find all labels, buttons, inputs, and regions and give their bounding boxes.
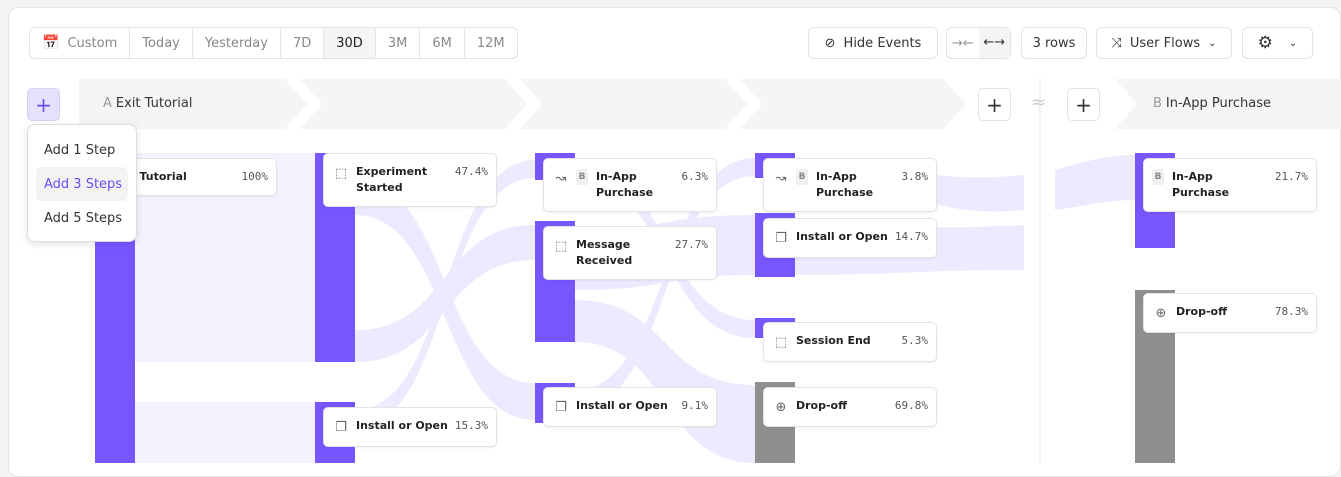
- node-session-end[interactable]: ⬚ Session End 5.3%: [763, 322, 937, 362]
- node-in-app-purchase[interactable]: ↝ B In-App Purchase 6.3%: [543, 158, 717, 212]
- add-step-button[interactable]: +: [1067, 88, 1100, 121]
- node-install-or-open[interactable]: ❐ Install or Open 15.3%: [323, 407, 497, 447]
- node-install-or-open[interactable]: ❐ Install or Open 9.1%: [543, 387, 717, 427]
- arrow-down-circle-icon: ⊕: [1155, 305, 1167, 321]
- cursor-click-icon: ⬚: [774, 334, 788, 350]
- date-today[interactable]: Today: [130, 28, 193, 58]
- step-header-a: [79, 79, 307, 129]
- compress-icon[interactable]: →←: [951, 35, 974, 51]
- chevron-down-icon: ⌄: [1288, 37, 1298, 49]
- date-range-selector: 📅 Custom Today Yesterday 7D 30D 3M 6M 12M: [29, 27, 518, 59]
- arrow-icon: ↝: [775, 170, 787, 186]
- arrow-down-circle-icon: ⊕: [775, 399, 787, 415]
- copy-icon: ❐: [335, 419, 347, 435]
- menu-item-add-5-steps[interactable]: Add 5 Steps: [44, 210, 123, 226]
- expand-icon[interactable]: ←→: [978, 28, 1010, 58]
- step-header-b: [1115, 79, 1341, 129]
- add-steps-before-button[interactable]: +: [27, 88, 60, 121]
- date-3m[interactable]: 3M: [376, 28, 421, 58]
- menu-item-add-1-step[interactable]: Add 1 Step: [44, 142, 116, 158]
- date-7d[interactable]: 7D: [281, 28, 325, 58]
- add-step-button[interactable]: +: [978, 88, 1011, 121]
- step-a-label[interactable]: A Exit Tutorial: [103, 96, 193, 111]
- view-selector[interactable]: ⤨ User Flows ⌄: [1096, 27, 1232, 59]
- layout-toggle: →← ←→: [946, 27, 1011, 59]
- node-in-app-purchase[interactable]: ↝ B In-App Purchase 3.8%: [763, 158, 937, 212]
- calendar-icon: 📅: [42, 35, 60, 51]
- settings-button[interactable]: ⚙ ⌄: [1242, 27, 1313, 59]
- copy-icon: ❐: [555, 399, 567, 415]
- date-12m[interactable]: 12M: [476, 35, 505, 51]
- copy-icon: ❐: [775, 230, 787, 246]
- cursor-click-icon: ⬚: [554, 238, 568, 254]
- node-drop-off[interactable]: ⊕ Drop-off 69.8%: [763, 387, 937, 427]
- date-6m[interactable]: 6M: [420, 28, 465, 58]
- cursor-click-icon: ⬚: [334, 165, 348, 181]
- flows-chart-icon: ⤨: [1111, 35, 1122, 51]
- date-custom[interactable]: 📅 Custom: [30, 28, 131, 58]
- date-30d[interactable]: 30D: [324, 28, 376, 58]
- node-message-received[interactable]: ⬚ Message Received 27.7%: [543, 226, 717, 280]
- date-yesterday[interactable]: Yesterday: [193, 28, 281, 58]
- node-experiment-started[interactable]: ⬚ Experiment Started 47.4%: [323, 153, 497, 207]
- add-steps-menu: Add 1 Step Add 3 Steps Add 5 Steps: [27, 124, 137, 242]
- node-install-or-open[interactable]: ❐ Install or Open 14.7%: [763, 218, 937, 258]
- node-in-app-purchase[interactable]: B In-App Purchase 21.7%: [1143, 158, 1317, 212]
- hide-events-button[interactable]: ⊘ Hide Events: [808, 27, 938, 59]
- step-header-4: [740, 79, 966, 129]
- gap-indicator: ≈: [1031, 92, 1047, 113]
- arrow-icon: ↝: [555, 170, 567, 186]
- rows-button[interactable]: 3 rows: [1021, 27, 1087, 59]
- node-drop-off[interactable]: ⊕ Drop-off 78.3%: [1143, 293, 1317, 333]
- step-header-3: [520, 79, 747, 129]
- eye-off-icon: ⊘: [824, 35, 836, 51]
- gear-icon: ⚙: [1257, 33, 1273, 53]
- menu-item-add-3-steps[interactable]: Add 3 Steps: [36, 167, 128, 201]
- step-b-label[interactable]: B In-App Purchase: [1153, 96, 1271, 111]
- step-header-2: [300, 79, 527, 129]
- chevron-down-icon: ⌄: [1208, 37, 1217, 49]
